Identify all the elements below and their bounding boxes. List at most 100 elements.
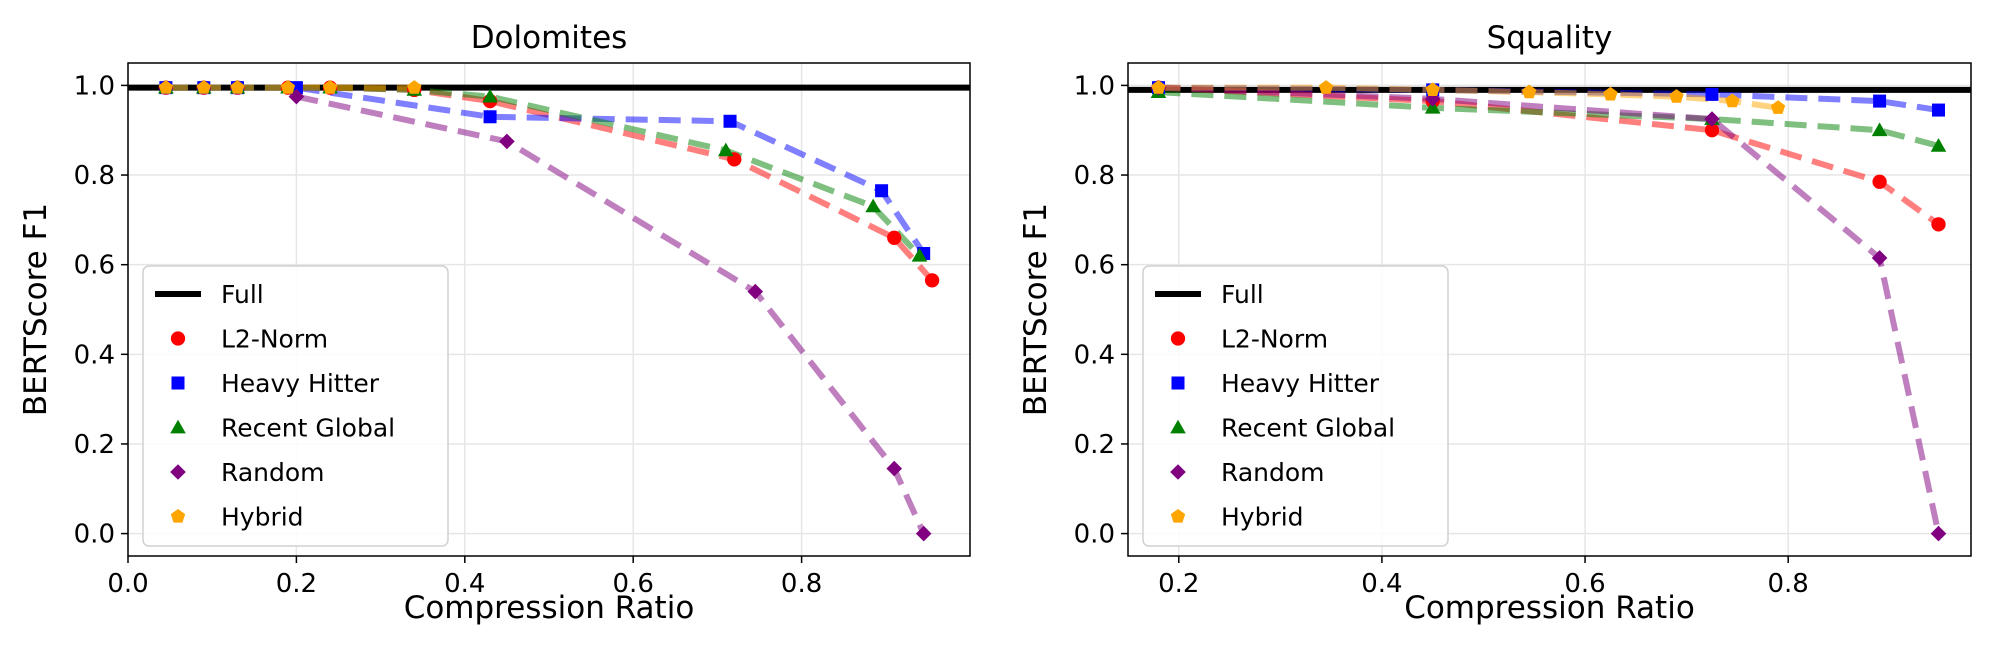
legend-swatch bbox=[170, 419, 186, 434]
data-point bbox=[1931, 103, 1945, 117]
y-tick-label: 1.0 bbox=[74, 71, 115, 101]
data-point bbox=[1151, 80, 1166, 94]
y-tick-label: 0.0 bbox=[74, 520, 115, 550]
x-tick-label: 0.6 bbox=[1564, 569, 1605, 599]
data-point bbox=[1424, 100, 1441, 114]
x-tick-label: 0.2 bbox=[276, 569, 317, 599]
legend-label: Recent Global bbox=[1221, 414, 1395, 443]
data-point bbox=[1770, 100, 1786, 114]
data-point bbox=[1930, 525, 1947, 542]
data-point bbox=[723, 114, 737, 128]
data-point bbox=[747, 283, 764, 300]
legend-label: Heavy Hitter bbox=[221, 369, 380, 398]
axes-frame bbox=[127, 62, 971, 557]
chart-title: Squality bbox=[1487, 20, 1613, 56]
x-tick-label: 0.8 bbox=[781, 569, 822, 599]
series-markers-l2-norm bbox=[1151, 80, 1946, 232]
axes-frame bbox=[1127, 62, 1972, 557]
y-tick-label: 0.2 bbox=[74, 430, 115, 460]
data-point bbox=[322, 80, 338, 94]
data-point bbox=[407, 80, 422, 94]
data-point bbox=[280, 80, 296, 94]
data-point bbox=[911, 247, 928, 262]
legend-label: Hybrid bbox=[221, 503, 304, 532]
data-point bbox=[230, 80, 245, 94]
data-point bbox=[1704, 111, 1720, 127]
series-line-hybrid bbox=[1158, 84, 1779, 111]
x-tick-label: 0.0 bbox=[107, 569, 148, 599]
plot-area bbox=[1128, 79, 1971, 542]
legend-swatch bbox=[171, 376, 185, 390]
data-point bbox=[1669, 89, 1684, 103]
data-point bbox=[1872, 174, 1887, 189]
data-point bbox=[1425, 82, 1440, 96]
y-tick-label: 0.4 bbox=[74, 340, 115, 370]
x-tick-label: 0.6 bbox=[613, 569, 654, 599]
legend-swatch bbox=[1170, 419, 1186, 434]
series-line-random bbox=[1158, 84, 1942, 535]
legend-label: Heavy Hitter bbox=[1221, 369, 1380, 398]
legend-swatch bbox=[1170, 464, 1186, 480]
chart-1: 0.2 0.4 0.6 0.8 0.0 0.2 0.4 0.6 0.8 1.0 Squality Co… bbox=[1018, 20, 1972, 626]
y-tick-label: 0.0 bbox=[1074, 520, 1115, 550]
x-axis-label: Compression Ratio bbox=[404, 590, 695, 626]
data-point bbox=[196, 80, 211, 94]
legend-box bbox=[142, 265, 449, 547]
data-point bbox=[924, 273, 940, 288]
data-point bbox=[483, 110, 497, 124]
legend-box bbox=[1142, 265, 1449, 547]
y-tick-label: 0.2 bbox=[1074, 430, 1115, 460]
data-point bbox=[1318, 80, 1334, 94]
data-point bbox=[1930, 138, 1947, 152]
legend-label-full: Full bbox=[221, 280, 264, 309]
data-point bbox=[1873, 94, 1887, 108]
data-point bbox=[158, 80, 174, 94]
legend-swatch bbox=[170, 464, 186, 480]
legend-label: L2-Norm bbox=[221, 325, 328, 354]
legend-label-full: Full bbox=[1221, 280, 1264, 309]
legend-swatch bbox=[1171, 376, 1185, 390]
data-point bbox=[1871, 122, 1888, 137]
legend: Full L2-Norm Heavy Hitter Recent Global Rand… bbox=[142, 265, 449, 547]
data-point bbox=[499, 133, 515, 150]
data-point bbox=[482, 88, 498, 103]
legend-label: Recent Global bbox=[221, 414, 395, 443]
x-axis-label: Compression Ratio bbox=[1404, 590, 1695, 626]
x-tick-label: 0.2 bbox=[1158, 569, 1199, 599]
data-point bbox=[1931, 217, 1946, 232]
legend: Full L2-Norm Heavy Hitter Recent Global Rand… bbox=[1142, 265, 1449, 547]
chart-0: 0.0 0.2 0.4 0.6 0.8 0.0 0.2 0.4 0.6 0.8 1.0 Dolomit… bbox=[18, 20, 971, 626]
data-point bbox=[1522, 84, 1537, 99]
data-point bbox=[1704, 123, 1720, 138]
y-tick-label: 0.8 bbox=[74, 161, 115, 191]
legend-swatch bbox=[1170, 331, 1186, 346]
data-point bbox=[1603, 86, 1618, 101]
data-point bbox=[875, 184, 889, 198]
data-point bbox=[1725, 93, 1740, 108]
legend-swatch bbox=[170, 508, 186, 523]
legend-label: Hybrid bbox=[1221, 503, 1304, 532]
legend-label: Random bbox=[221, 458, 325, 487]
legend-swatch bbox=[170, 331, 186, 346]
y-axis-label: BERTScore F1 bbox=[18, 203, 54, 416]
data-point bbox=[1871, 250, 1888, 266]
chart-title: Dolomites bbox=[471, 20, 628, 56]
x-tick-label: 0.4 bbox=[1361, 569, 1402, 599]
y-tick-label: 0.6 bbox=[74, 251, 115, 281]
series-line-recent-global bbox=[1158, 89, 1940, 149]
y-tick-label: 1.0 bbox=[1074, 71, 1115, 101]
data-point bbox=[886, 460, 903, 477]
legend-label: Random bbox=[1221, 458, 1325, 487]
plot-area bbox=[128, 79, 970, 542]
data-point bbox=[915, 525, 932, 542]
y-axis-label: BERTScore F1 bbox=[1018, 203, 1054, 416]
legend-swatch bbox=[1170, 508, 1186, 523]
series-line-l2-norm bbox=[1158, 84, 1941, 227]
data-point bbox=[718, 142, 734, 157]
data-point bbox=[887, 230, 902, 245]
legend-label: L2-Norm bbox=[1221, 325, 1328, 354]
y-tick-label: 0.8 bbox=[1074, 161, 1115, 191]
y-tick-label: 0.4 bbox=[1074, 340, 1115, 370]
x-tick-label: 0.4 bbox=[444, 569, 485, 599]
